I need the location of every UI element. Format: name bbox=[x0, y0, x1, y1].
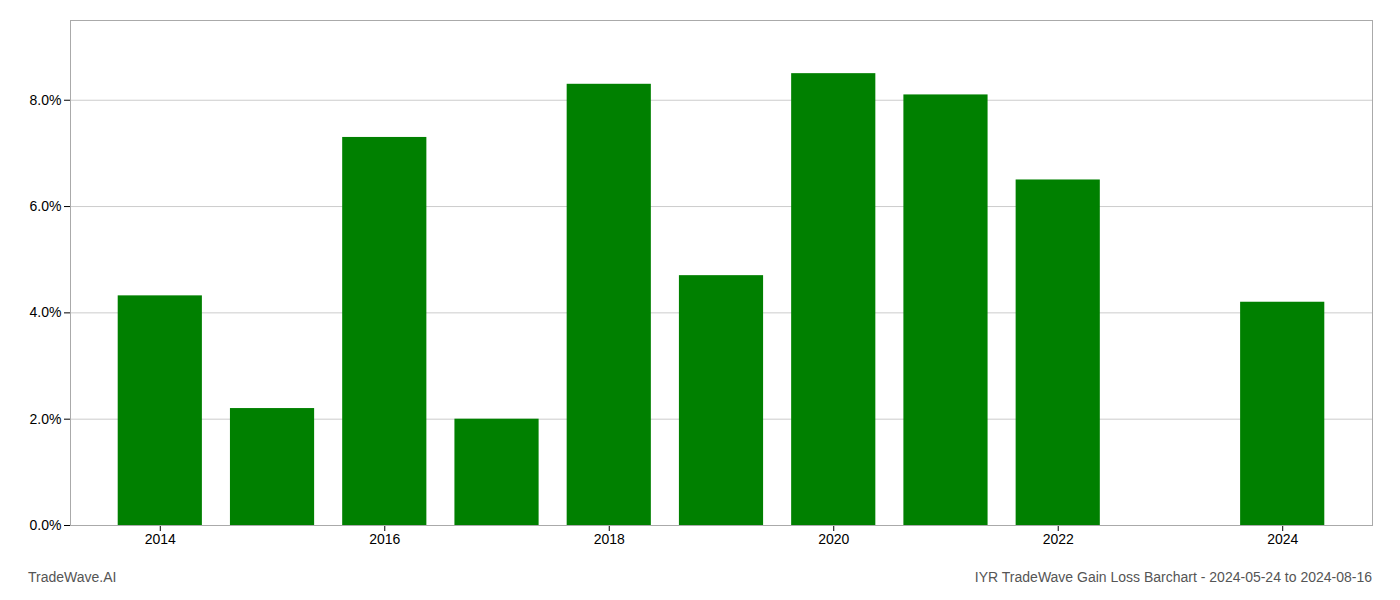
svg-text:6.0%: 6.0% bbox=[30, 198, 62, 214]
svg-text:8.0%: 8.0% bbox=[30, 92, 62, 108]
svg-text:4.0%: 4.0% bbox=[30, 304, 62, 320]
svg-text:2022: 2022 bbox=[1043, 531, 1074, 547]
svg-text:2024: 2024 bbox=[1267, 531, 1298, 547]
svg-text:2014: 2014 bbox=[145, 531, 176, 547]
html-text:TradeWave.AI: TradeWave.AI bbox=[28, 569, 117, 585]
html-text:IYR TradeWave Gain Loss Barcha: IYR TradeWave Gain Loss Barchart - 2024-… bbox=[974, 569, 1372, 585]
svg-text:2.0%: 2.0% bbox=[30, 411, 62, 427]
svg-text:2020: 2020 bbox=[818, 531, 849, 547]
svg-text:0.0%: 0.0% bbox=[30, 517, 62, 533]
svg-text:2016: 2016 bbox=[369, 531, 400, 547]
svg-text:2018: 2018 bbox=[594, 531, 625, 547]
